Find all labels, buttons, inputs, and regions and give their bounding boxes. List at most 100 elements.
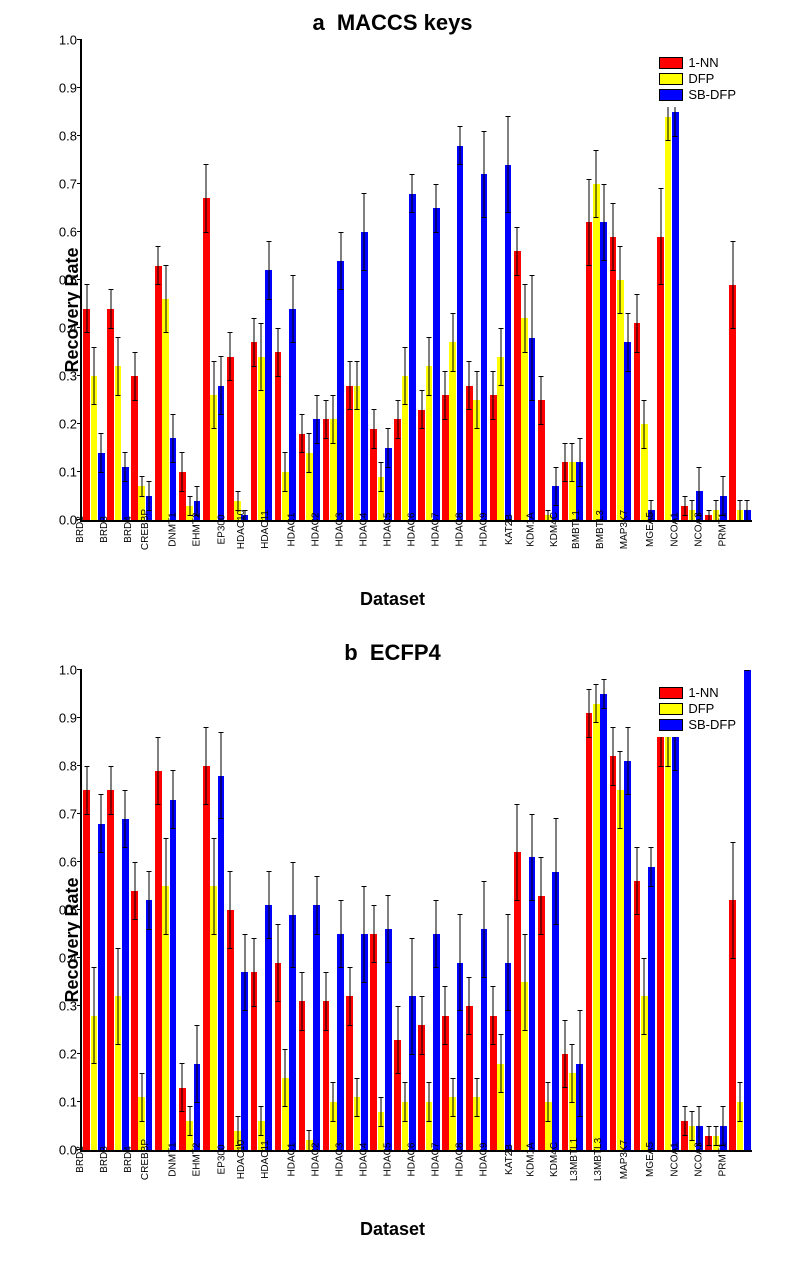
- legend-swatch: [659, 89, 683, 101]
- bar-group: KDM4C: [560, 670, 584, 1150]
- x-axis-label: Dataset: [10, 589, 775, 610]
- bar: [457, 963, 464, 1150]
- bar: [672, 112, 679, 520]
- y-tick: 0.6: [42, 855, 77, 870]
- bar: [289, 309, 296, 520]
- y-tick: 0.4: [42, 321, 77, 336]
- bar: [624, 761, 631, 1150]
- bar: [681, 1121, 688, 1150]
- x-tick: HDAC6: [406, 513, 417, 547]
- bar: [737, 510, 744, 520]
- bar: [210, 395, 217, 520]
- bar: [354, 386, 361, 520]
- bar: [562, 1054, 569, 1150]
- x-tick: EHMT2: [191, 1143, 202, 1177]
- bar: [657, 237, 664, 520]
- x-tick: HDAC11: [260, 510, 271, 549]
- bar-group: NCOA3: [704, 40, 728, 520]
- bar: [586, 713, 593, 1150]
- x-tick: BRD3: [99, 1146, 110, 1173]
- x-tick: HDAC5: [382, 513, 393, 547]
- y-tick: 0.3: [42, 369, 77, 384]
- x-tick: MAP3K7: [619, 510, 630, 549]
- bar: [648, 867, 655, 1150]
- bar: [490, 1016, 497, 1150]
- bar: [210, 886, 217, 1150]
- x-tick: BMBTL1: [571, 510, 582, 549]
- bar-group: CREBBP: [154, 40, 178, 520]
- x-tick: HDAC8: [454, 1143, 465, 1177]
- bar: [744, 670, 751, 1150]
- bar-group: HDAC4: [369, 670, 393, 1150]
- x-tick: HDAC2: [311, 1143, 322, 1177]
- y-tick: 0.5: [42, 903, 77, 918]
- y-tick: 0.0: [42, 1143, 77, 1158]
- bar: [265, 270, 272, 520]
- y-tick: 0.9: [42, 81, 77, 96]
- bar: [490, 395, 497, 520]
- bar: [313, 905, 320, 1150]
- plot-area: 0.00.10.20.30.40.50.60.70.80.91.0BRD2BRD…: [80, 670, 752, 1152]
- bar: [346, 996, 353, 1150]
- bar-group: HDAC10: [249, 40, 273, 520]
- bar: [203, 198, 210, 520]
- legend-label: SB-DFP: [688, 717, 736, 732]
- legend-item: 1-NN: [659, 55, 736, 70]
- y-tick: 0.0: [42, 513, 77, 528]
- bar: [737, 1102, 744, 1150]
- bar: [98, 453, 105, 520]
- bar-group: HDAC5: [393, 670, 417, 1150]
- bar: [385, 929, 392, 1150]
- x-tick: EP300: [217, 514, 228, 544]
- bar: [289, 915, 296, 1150]
- y-tick: 0.4: [42, 951, 77, 966]
- bar: [299, 434, 306, 520]
- bar: [538, 896, 545, 1150]
- bar: [155, 771, 162, 1150]
- bar-group: BRD2: [82, 40, 106, 520]
- bar: [179, 1088, 186, 1150]
- bar: [473, 400, 480, 520]
- x-tick: L3MBTL1: [569, 1138, 580, 1181]
- bar: [617, 790, 624, 1150]
- bar-group: NCOA1: [680, 670, 704, 1150]
- bar: [729, 285, 736, 520]
- bar: [466, 1006, 473, 1150]
- bar: [155, 266, 162, 520]
- legend-item: DFP: [659, 701, 736, 716]
- y-tick: 0.1: [42, 465, 77, 480]
- y-tick: 0.7: [42, 807, 77, 822]
- bar-group: MGEA5: [656, 670, 680, 1150]
- bar: [433, 208, 440, 520]
- y-tick: 0.2: [42, 417, 77, 432]
- bar: [122, 467, 129, 520]
- bar: [593, 704, 600, 1150]
- bar: [83, 309, 90, 520]
- bar-group: MAP3K7: [632, 40, 656, 520]
- bar: [586, 222, 593, 520]
- bar-group: BRD3: [106, 670, 130, 1150]
- bar: [385, 448, 392, 520]
- bar: [505, 165, 512, 520]
- panel-a: a MACCS keysRecovery Rate0.00.10.20.30.4…: [10, 10, 775, 610]
- bar: [251, 972, 258, 1150]
- bar-group: BMBTL1: [584, 40, 608, 520]
- bar: [457, 146, 464, 520]
- y-tick: 0.8: [42, 129, 77, 144]
- legend-label: SB-DFP: [688, 87, 736, 102]
- bar-group: HDAC6: [417, 40, 441, 520]
- x-tick: EHMT2: [191, 513, 202, 547]
- bar: [641, 996, 648, 1150]
- bar: [600, 694, 607, 1150]
- bar-group: EP300: [226, 670, 250, 1150]
- bar: [497, 1064, 504, 1150]
- bar-group: KDM1A: [537, 40, 561, 520]
- bar: [514, 852, 521, 1150]
- y-tick: 0.5: [42, 273, 77, 288]
- x-tick: NCOA3: [693, 1142, 704, 1176]
- legend-swatch: [659, 687, 683, 699]
- x-tick: KDM4C: [549, 1142, 560, 1177]
- x-tick: HDAC7: [430, 513, 441, 547]
- x-tick: MGEA5: [645, 1142, 656, 1177]
- x-tick: BRD4: [123, 1146, 134, 1173]
